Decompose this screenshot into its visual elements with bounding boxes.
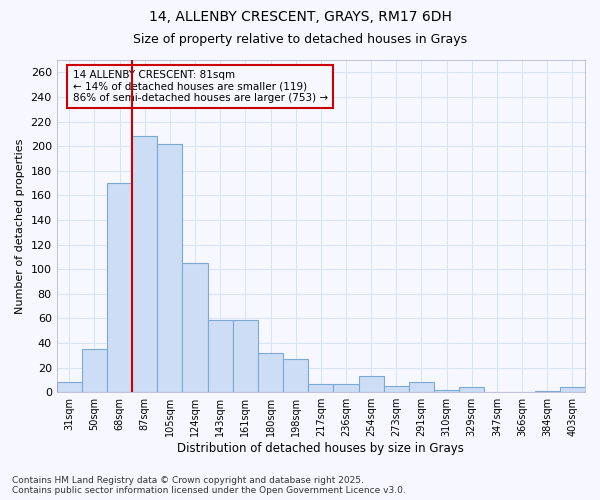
- Text: Contains HM Land Registry data © Crown copyright and database right 2025.
Contai: Contains HM Land Registry data © Crown c…: [12, 476, 406, 495]
- Bar: [258, 353, 283, 392]
- Text: 14, ALLENBY CRESCENT, GRAYS, RM17 6DH: 14, ALLENBY CRESCENT, GRAYS, RM17 6DH: [149, 10, 451, 24]
- Bar: [434, 390, 459, 392]
- Bar: [56, 382, 82, 392]
- Text: Size of property relative to detached houses in Grays: Size of property relative to detached ho…: [133, 32, 467, 46]
- Bar: [459, 388, 484, 392]
- Bar: [334, 384, 359, 392]
- Bar: [308, 384, 334, 392]
- Bar: [157, 144, 182, 392]
- X-axis label: Distribution of detached houses by size in Grays: Distribution of detached houses by size …: [178, 442, 464, 455]
- Bar: [208, 320, 233, 392]
- Bar: [359, 376, 384, 392]
- Bar: [560, 388, 585, 392]
- Bar: [132, 136, 157, 392]
- Y-axis label: Number of detached properties: Number of detached properties: [15, 138, 25, 314]
- Bar: [384, 386, 409, 392]
- Bar: [107, 183, 132, 392]
- Bar: [82, 349, 107, 392]
- Bar: [182, 263, 208, 392]
- Bar: [535, 391, 560, 392]
- Bar: [233, 320, 258, 392]
- Text: 14 ALLENBY CRESCENT: 81sqm
← 14% of detached houses are smaller (119)
86% of sem: 14 ALLENBY CRESCENT: 81sqm ← 14% of deta…: [73, 70, 328, 103]
- Bar: [409, 382, 434, 392]
- Bar: [283, 359, 308, 392]
